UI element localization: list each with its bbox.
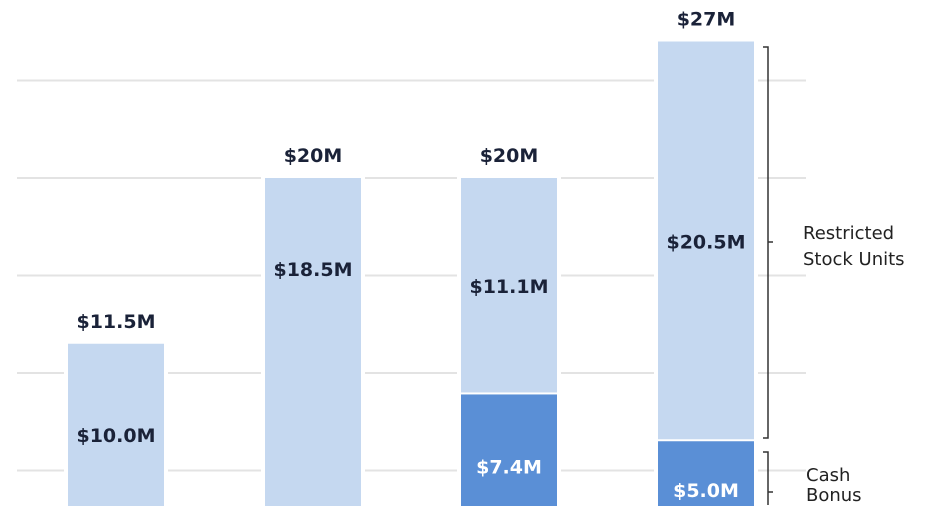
- legend-rsu-line2: Stock Units: [803, 249, 905, 270]
- legend-cash-line2: Bonus: [806, 485, 862, 506]
- bar-segment-cash-bonus: [461, 394, 557, 506]
- bar-segment-cash-bonus: [658, 441, 754, 506]
- segment-label: $11.1M: [469, 276, 548, 298]
- segment-label: $18.5M: [273, 259, 352, 281]
- total-label: $20M: [284, 145, 343, 167]
- total-label: $20M: [480, 145, 539, 167]
- segment-label: $20.5M: [666, 231, 745, 253]
- rsu-bracket: [763, 46, 773, 439]
- segment-label: $7.4M: [476, 457, 542, 479]
- segment-label: $10.0M: [76, 425, 155, 447]
- bar-segment-rsu: [461, 178, 557, 393]
- segment-label: $5.0M: [673, 480, 739, 502]
- cash-bracket: [763, 451, 773, 505]
- bar-segment-rsu: [265, 178, 361, 506]
- bar-segment-rsu: [68, 343, 164, 506]
- total-label: $11.5M: [76, 311, 155, 333]
- legend-cash-line1: Cash: [806, 465, 850, 486]
- total-label: $27M: [677, 9, 736, 31]
- legend-rsu-line1: Restricted: [803, 223, 894, 244]
- bar-segment-rsu: [658, 41, 754, 440]
